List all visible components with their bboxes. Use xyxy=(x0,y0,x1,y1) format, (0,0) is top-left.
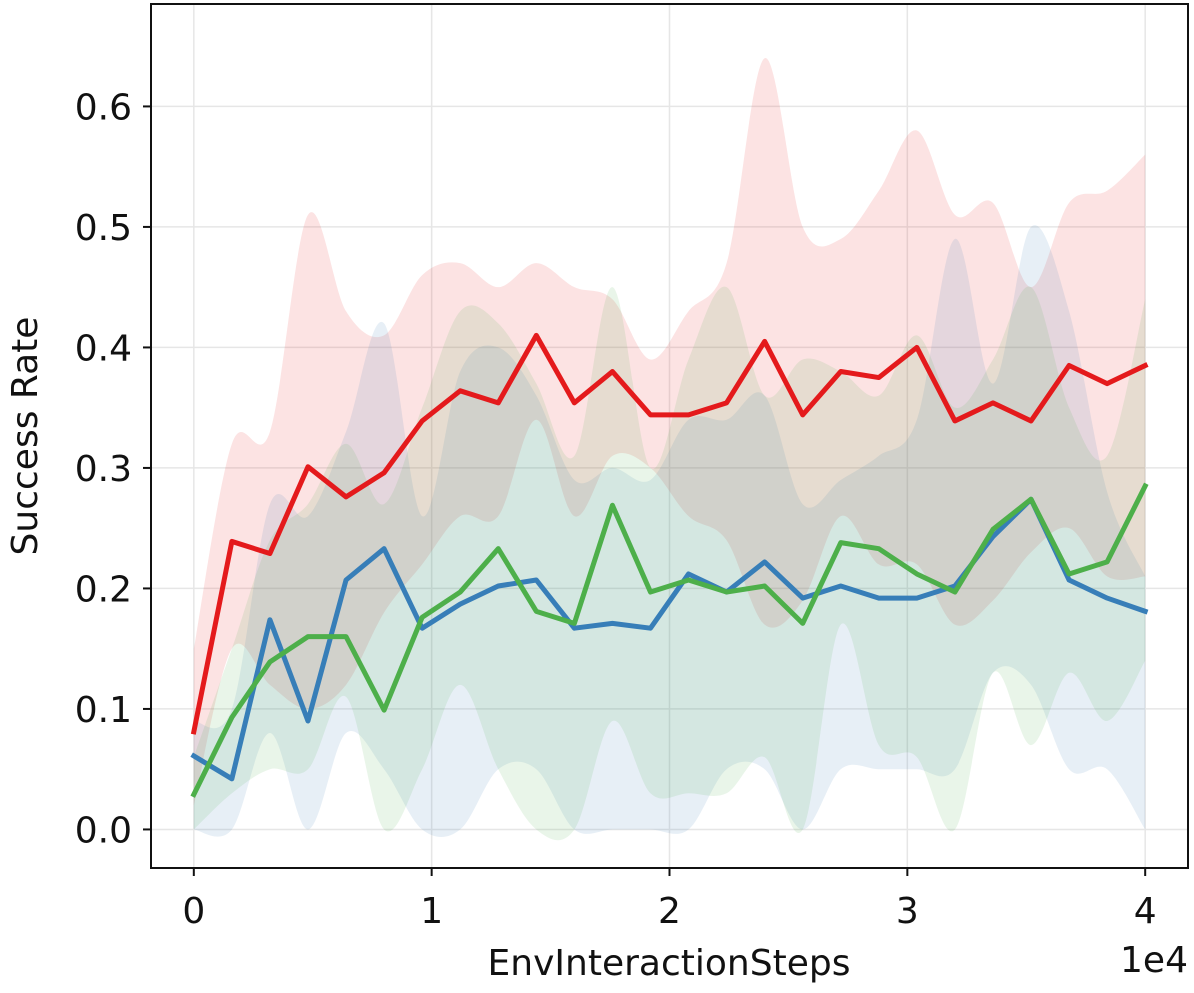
series-lines xyxy=(190,332,1149,798)
y-tick-label: 0.5 xyxy=(75,208,132,249)
series-line-1 xyxy=(190,496,1149,782)
y-tick-label: 0.6 xyxy=(75,87,132,128)
axis-ticks xyxy=(143,105,1147,876)
y-tick-label: 0.0 xyxy=(75,810,132,851)
series-line-2 xyxy=(190,482,1149,798)
x-tick-label: 4 xyxy=(1134,891,1157,932)
y-tick-label: 0.3 xyxy=(75,449,132,490)
series-band-2 xyxy=(193,286,1146,841)
y-tick-label: 0.1 xyxy=(75,690,132,731)
y-axis-title: Success Rate xyxy=(5,317,46,556)
x-tick-label: 0 xyxy=(182,891,205,932)
grid-layer xyxy=(151,4,1188,868)
x-axis-title: EnvInteractionSteps xyxy=(488,943,851,984)
series-band-1 xyxy=(193,225,1146,837)
axis-tick-labels: 0 1 2 3 4 0.0 0.1 0.2 0.3 0.4 0.5 0.6 xyxy=(75,87,1157,932)
confidence-bands xyxy=(193,58,1146,841)
series-band-0 xyxy=(193,58,1146,806)
x-tick-label: 3 xyxy=(896,891,919,932)
series-line-0 xyxy=(190,332,1149,735)
y-tick-label: 0.4 xyxy=(75,328,132,369)
x-axis-offset-label: 1e4 xyxy=(1120,940,1188,981)
x-tick-label: 2 xyxy=(658,891,681,932)
x-tick-label: 1 xyxy=(420,891,443,932)
y-tick-label: 0.2 xyxy=(75,569,132,610)
